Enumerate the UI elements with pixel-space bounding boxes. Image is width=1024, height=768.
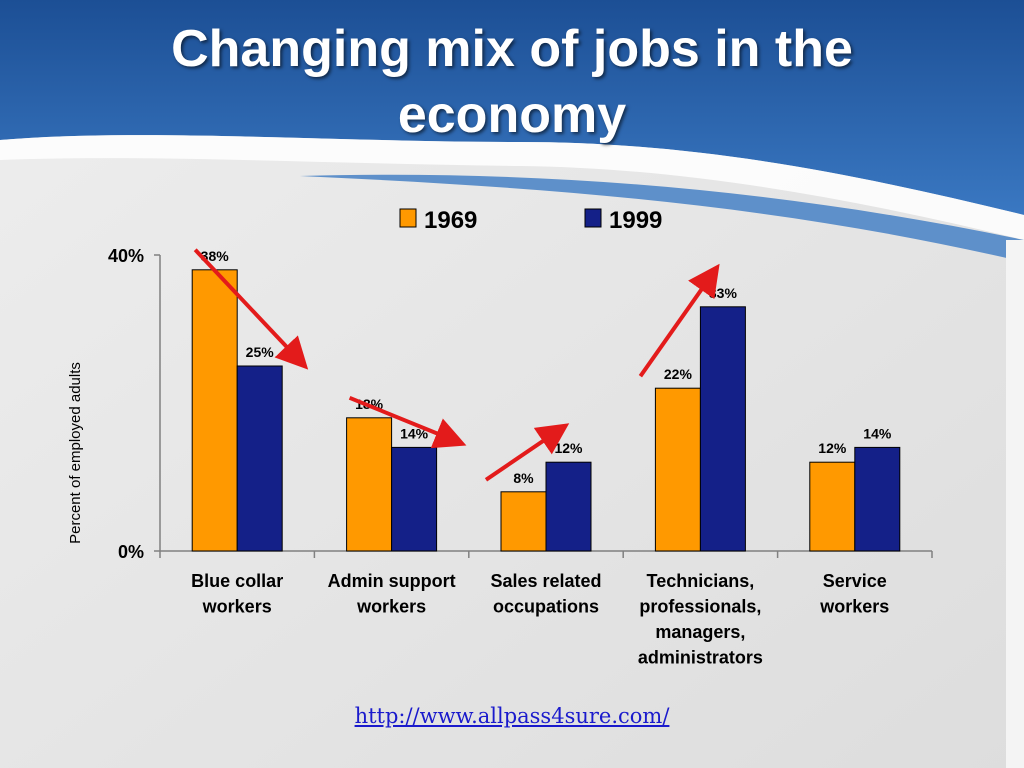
category-label: administrators (638, 648, 763, 668)
slide-title: Changing mix of jobs in the economy (0, 16, 1024, 148)
trend-arrows (193, 248, 720, 482)
data-label: 33% (709, 285, 738, 301)
header-wave-blue (300, 174, 1024, 262)
category-label: professionals, (639, 597, 761, 617)
category-label: managers, (655, 622, 745, 642)
data-label: 25% (246, 344, 275, 360)
chart-axes: 0% 40% Percent of employed adults (67, 246, 933, 562)
category-labels: Blue collar workers Admin support workers Sa… (191, 571, 889, 668)
trend-arrow-up (638, 263, 720, 378)
bar-1999 (236, 365, 283, 552)
data-label: 12% (554, 440, 583, 456)
bar-1969 (191, 269, 238, 552)
trend-arrow-up (484, 423, 570, 482)
data-label: 14% (400, 425, 429, 441)
y-axis-title: Percent of employed adults (67, 362, 84, 544)
header-band (0, 0, 1024, 215)
trend-arrow-down (348, 395, 467, 449)
chart-legend: 1969 1999 (399, 207, 662, 234)
category-label: Sales related (490, 571, 601, 591)
bar-1969 (500, 491, 547, 552)
data-label: 12% (818, 440, 847, 456)
trend-arrow-down (193, 248, 309, 370)
header-wave-light (0, 135, 1024, 240)
legend-swatch-1969 (399, 208, 417, 228)
category-label: Service (823, 571, 887, 591)
slide-title-line: Changing mix of jobs in the (171, 20, 853, 78)
y-tick-label: 40% (108, 246, 144, 266)
y-tick-label: 0% (118, 542, 144, 562)
legend-label-1999: 1999 (609, 207, 662, 234)
legend-swatch-1999 (584, 208, 602, 228)
category-label: workers (202, 597, 272, 617)
category-label: Technicians, (647, 571, 755, 591)
bar-1969 (346, 417, 393, 552)
data-label: 22% (664, 366, 693, 382)
data-label: 38% (201, 248, 230, 264)
slide-title-line: economy (397, 86, 627, 144)
legend-label-1969: 1969 (424, 207, 477, 234)
bar-1999 (699, 306, 746, 552)
bar-1969 (809, 461, 856, 552)
category-label: Admin support (328, 571, 456, 591)
category-label: occupations (493, 597, 599, 617)
bar-1999 (545, 461, 592, 552)
bar-1999 (854, 446, 901, 552)
data-label: 8% (513, 470, 534, 486)
right-edge-strip (1006, 240, 1024, 768)
source-link[interactable]: http://www.allpass4sure.com/ (354, 704, 670, 728)
chart-bars: 38%25%18%14%8%12%22%33%12%14% (191, 248, 901, 552)
category-label: Blue collar (191, 571, 283, 591)
data-label: 14% (863, 425, 892, 441)
category-label: workers (356, 597, 426, 617)
category-label: workers (819, 597, 889, 617)
bar-1969 (654, 387, 701, 552)
bar-1999 (391, 446, 438, 552)
